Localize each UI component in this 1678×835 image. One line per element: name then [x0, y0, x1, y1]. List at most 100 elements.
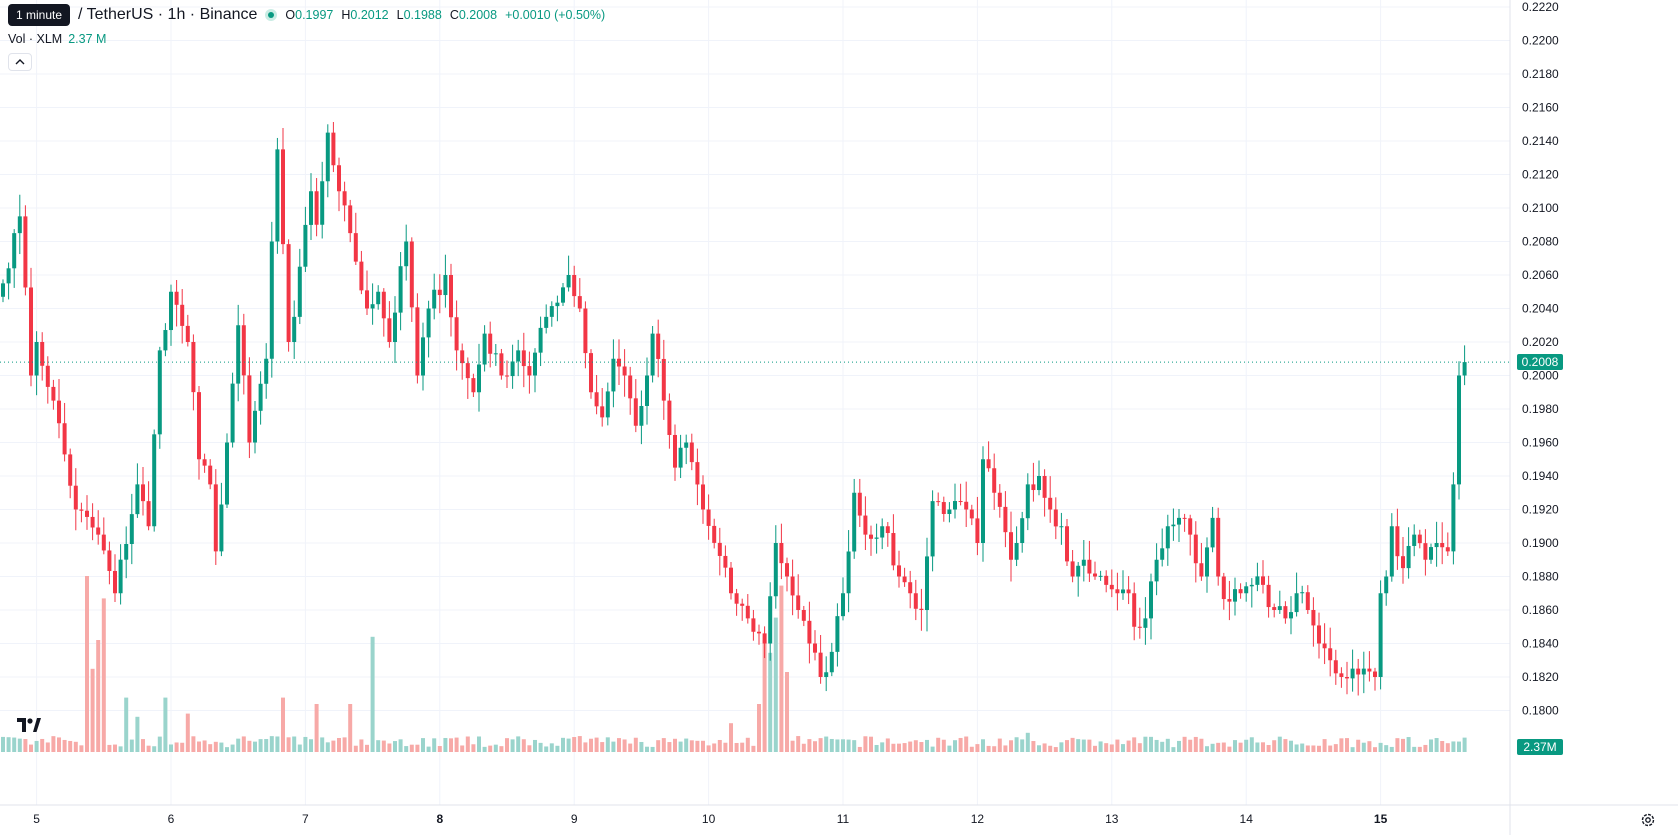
candle-body — [549, 306, 554, 317]
volume-bar — [79, 745, 84, 752]
candle-body — [398, 266, 403, 313]
candle-body — [1053, 509, 1058, 527]
volume-bar — [1070, 737, 1075, 752]
volume-bar — [600, 742, 605, 752]
candle-body — [600, 406, 605, 418]
candle-body — [622, 366, 627, 376]
candle-body — [925, 556, 929, 610]
tradingview-logo-icon[interactable] — [17, 717, 41, 733]
volume-bar — [45, 742, 50, 752]
candle-body — [101, 534, 106, 551]
candle-body — [1367, 668, 1372, 672]
volume-bar — [152, 746, 157, 752]
volume-bar — [241, 736, 246, 752]
volume-label[interactable]: Vol · XLM — [8, 32, 63, 46]
candle-body — [370, 304, 375, 309]
candle-body — [689, 442, 694, 463]
candle-body — [236, 325, 241, 384]
candle-body — [157, 350, 162, 435]
volume-bar — [141, 739, 145, 752]
volume-bar — [1300, 743, 1305, 752]
price-tick-label: 0.1820 — [1522, 670, 1559, 684]
volume-bar — [969, 746, 974, 752]
candle-body — [757, 631, 761, 634]
price-tick-label: 0.1980 — [1522, 402, 1559, 416]
price-tick-label: 0.2160 — [1522, 101, 1559, 115]
candle-body — [1059, 526, 1064, 528]
candle-body — [561, 287, 565, 303]
price-tick-label: 0.2120 — [1522, 168, 1559, 182]
candle-body — [303, 224, 308, 267]
candle-body — [1003, 506, 1008, 533]
low-value: 0.1988 — [403, 8, 442, 22]
candle-body — [1216, 517, 1221, 577]
gear-icon[interactable] — [1640, 812, 1656, 828]
candle-body — [555, 302, 560, 307]
volume-bar — [107, 744, 112, 752]
candle-body — [1210, 517, 1215, 548]
candle-body — [107, 550, 112, 571]
volume-bar — [981, 739, 985, 752]
volume-bar — [1389, 746, 1394, 752]
volume-bar — [124, 697, 129, 752]
market-status-icon[interactable] — [265, 9, 278, 21]
candle-body — [353, 233, 358, 262]
volume-bar — [538, 742, 543, 752]
volume-bar — [1093, 745, 1097, 752]
volume-bar — [1031, 741, 1036, 752]
volume-bar — [1199, 738, 1204, 752]
volume-bar — [650, 746, 655, 752]
candle-body — [1417, 534, 1422, 544]
candle-body — [577, 296, 582, 309]
volume-bar — [309, 739, 313, 752]
volume-bar — [437, 746, 442, 752]
volume-bar — [1333, 744, 1338, 752]
time-tick-label: 9 — [571, 812, 578, 826]
volume-bar — [1160, 741, 1165, 752]
candle-body — [1378, 593, 1383, 677]
candle-body — [381, 291, 386, 319]
candle-body — [1020, 518, 1025, 543]
symbol-title[interactable]: / TetherUS · 1h · Binance — [78, 6, 258, 23]
volume-bar — [23, 739, 28, 752]
volume-bar — [572, 737, 577, 752]
volume-bar — [202, 740, 207, 752]
candle-body — [135, 484, 140, 515]
candle-body — [1373, 671, 1377, 677]
collapse-legend-button[interactable] — [8, 53, 32, 71]
candle-body — [6, 268, 11, 284]
volume-bar — [381, 740, 386, 752]
volume-bar — [1, 736, 5, 752]
candlesticks — [1, 121, 1467, 696]
candle-body — [1255, 576, 1260, 585]
candle-body — [947, 509, 952, 514]
candle-body — [208, 465, 213, 485]
volume-bar — [359, 739, 364, 752]
volume-bar — [6, 737, 11, 752]
candle-body — [1126, 589, 1131, 594]
volume-bar — [521, 739, 526, 752]
volume-bar — [936, 737, 941, 752]
high-value: 0.2012 — [350, 8, 389, 22]
volume-bar — [236, 738, 241, 752]
volume-bar — [1322, 739, 1327, 752]
candle-body — [1283, 606, 1288, 619]
candle-body — [841, 593, 845, 617]
volume-bar — [740, 742, 745, 752]
chevron-up-icon — [15, 59, 25, 65]
candle-body — [113, 570, 117, 594]
volume-bar — [342, 737, 347, 752]
price-tick-label: 0.2180 — [1522, 67, 1559, 81]
volume-bar — [897, 743, 901, 752]
candle-body — [1121, 589, 1125, 594]
candle-body — [751, 618, 756, 632]
candle-body — [79, 509, 84, 511]
candle-body — [712, 525, 717, 543]
candle-body — [281, 149, 285, 245]
candle-body — [521, 350, 526, 367]
candle-body — [202, 459, 207, 466]
volume-bar — [73, 741, 78, 752]
volume-bar — [1311, 745, 1316, 752]
candle-body — [1300, 592, 1305, 594]
